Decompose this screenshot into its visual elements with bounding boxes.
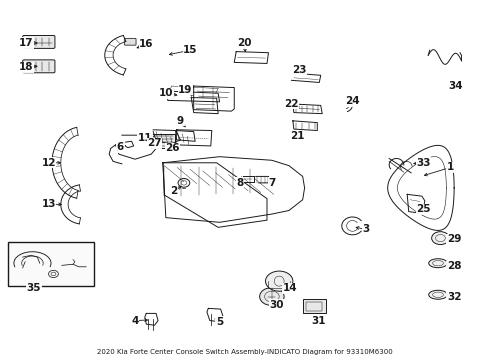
Text: 3: 3 [363, 225, 370, 234]
Text: 32: 32 [447, 292, 462, 302]
Text: 12: 12 [41, 158, 56, 168]
Ellipse shape [429, 259, 447, 268]
Text: 6: 6 [117, 142, 124, 152]
Text: 14: 14 [283, 283, 297, 293]
Text: 34: 34 [449, 81, 464, 91]
Text: 2020 Kia Forte Center Console Switch Assembly-INDICATO Diagram for 93310M6300: 2020 Kia Forte Center Console Switch Ass… [97, 349, 393, 355]
Bar [8, 242, 94, 286]
Text: 21: 21 [291, 131, 305, 141]
Text: 24: 24 [345, 96, 360, 106]
Text: 13: 13 [41, 199, 56, 210]
Text: 18: 18 [19, 62, 33, 72]
Text: 26: 26 [166, 143, 180, 153]
Text: 25: 25 [416, 204, 431, 215]
Text: 10: 10 [159, 88, 173, 98]
FancyBboxPatch shape [23, 36, 55, 48]
Text: 9: 9 [177, 116, 184, 126]
Text: 5: 5 [216, 317, 223, 327]
Text: 19: 19 [178, 85, 193, 95]
Text: 22: 22 [284, 99, 299, 109]
Text: 1: 1 [446, 162, 454, 172]
FancyBboxPatch shape [124, 39, 136, 45]
Text: 27: 27 [147, 139, 162, 148]
Text: 8: 8 [237, 178, 244, 188]
Text: 17: 17 [19, 38, 33, 48]
Text: 15: 15 [183, 45, 197, 55]
Circle shape [260, 288, 284, 306]
Text: 11: 11 [138, 133, 152, 143]
FancyBboxPatch shape [23, 60, 55, 73]
Bar [151, 134, 174, 148]
Text: 35: 35 [26, 283, 41, 293]
Ellipse shape [429, 290, 447, 299]
Bar [303, 299, 326, 313]
Text: 2: 2 [171, 186, 178, 197]
Text: 30: 30 [270, 300, 284, 310]
Text: 33: 33 [416, 158, 431, 168]
Text: 31: 31 [311, 316, 325, 325]
Text: 4: 4 [131, 316, 139, 325]
Text: 29: 29 [447, 234, 461, 244]
Text: 20: 20 [237, 38, 251, 48]
Circle shape [432, 231, 449, 244]
Text: 7: 7 [268, 178, 275, 188]
Text: 28: 28 [447, 261, 462, 271]
Text: 16: 16 [139, 40, 153, 49]
Text: 23: 23 [293, 64, 307, 75]
Bar [306, 302, 322, 311]
Circle shape [266, 271, 293, 291]
